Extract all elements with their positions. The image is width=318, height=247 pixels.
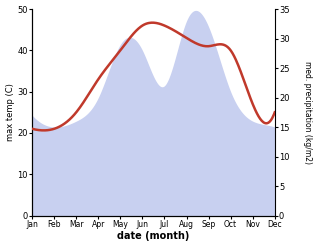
X-axis label: date (month): date (month) xyxy=(117,231,190,242)
Y-axis label: med. precipitation (kg/m2): med. precipitation (kg/m2) xyxy=(303,61,313,164)
Y-axis label: max temp (C): max temp (C) xyxy=(5,83,15,141)
